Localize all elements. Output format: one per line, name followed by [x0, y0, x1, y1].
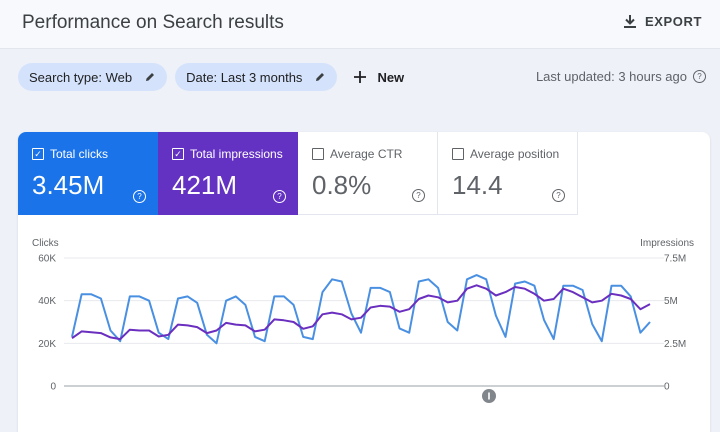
timeline-marker[interactable]	[482, 389, 496, 403]
help-icon[interactable]: ?	[273, 190, 286, 203]
filter-bar: Search type: Web Date: Last 3 months New	[18, 63, 404, 91]
help-icon[interactable]: ?	[552, 189, 565, 202]
right-tick-label: 7.5M	[664, 254, 686, 265]
impressions-series-line	[71, 284, 651, 341]
chart-ticks: 60K 7.5M 40K 5M 20K 2.5M 0 0	[38, 254, 686, 393]
performance-chart: Clicks Impressions 60K 7.5M 40K 5M 20K 2.5M 0 0	[32, 238, 694, 403]
date-range-chip[interactable]: Date: Last 3 months	[175, 63, 338, 91]
right-tick-label: 5M	[664, 296, 678, 307]
checkbox-checked-icon[interactable]: ✓	[172, 148, 184, 160]
help-icon[interactable]: ?	[412, 189, 425, 202]
edit-icon	[146, 73, 155, 81]
metric-tiles: ✓ Total clicks 3.45M ? ✓ Total impressio…	[18, 132, 710, 215]
left-tick-label: 20K	[38, 339, 56, 350]
left-tick-label: 60K	[38, 254, 56, 265]
chart-series	[71, 274, 651, 345]
help-icon[interactable]: ?	[693, 70, 706, 83]
date-range-label: Date: Last 3 months	[186, 69, 303, 85]
metric-value: 14.4	[452, 170, 503, 200]
performance-card: ✓ Total clicks 3.45M ? ✓ Total impressio…	[18, 132, 710, 432]
export-label: EXPORT	[644, 14, 702, 29]
search-type-chip[interactable]: Search type: Web	[18, 63, 168, 91]
plus-icon	[354, 71, 367, 83]
clicks-series-line	[71, 274, 651, 345]
metric-label: Average CTR	[330, 147, 403, 161]
right-tick-label: 0	[664, 382, 670, 393]
right-tick-label: 2.5M	[664, 339, 686, 350]
metric-value: 421M	[172, 170, 238, 200]
right-axis-label: Impressions	[640, 238, 694, 249]
checkbox-checked-icon[interactable]: ✓	[32, 148, 44, 160]
metric-value: 0.8%	[312, 170, 372, 200]
left-tick-label: 40K	[38, 296, 56, 307]
last-updated-text: Last updated: 3 hours ago	[535, 69, 687, 84]
page-header: Performance on Search results EXPORT	[0, 0, 720, 49]
left-tick-label: 0	[50, 382, 56, 393]
metric-total-impressions-label-row: ✓ Total impressions	[172, 147, 283, 161]
metric-average-position[interactable]: Average position 14.4 ?	[438, 132, 578, 215]
metric-label: Total impressions	[190, 147, 283, 161]
metric-average-ctr-label-row: Average CTR	[312, 147, 402, 161]
checkbox-unchecked-icon[interactable]	[312, 148, 324, 160]
metric-total-clicks[interactable]: ✓ Total clicks 3.45M ?	[18, 132, 158, 215]
metric-average-position-label-row: Average position	[452, 147, 559, 161]
edit-icon	[316, 73, 325, 81]
metric-value: 3.45M	[32, 170, 105, 200]
metric-total-impressions[interactable]: ✓ Total impressions 421M ?	[158, 132, 298, 215]
left-axis-label: Clicks	[32, 238, 59, 249]
new-filter-button[interactable]: New	[353, 70, 404, 85]
chart-grid	[64, 257, 664, 387]
last-updated-status: Last updated: 3 hours ago ?	[536, 69, 706, 84]
metric-average-ctr[interactable]: Average CTR 0.8% ?	[298, 132, 438, 215]
export-button[interactable]: EXPORT	[623, 14, 702, 29]
page-title: Performance on Search results	[22, 12, 284, 33]
search-type-label: Search type: Web	[29, 69, 133, 85]
metric-label: Total clicks	[50, 147, 109, 161]
metric-label: Average position	[470, 147, 560, 161]
new-filter-label: New	[377, 69, 405, 85]
checkbox-unchecked-icon[interactable]	[452, 148, 464, 160]
help-icon[interactable]: ?	[133, 190, 146, 203]
download-icon	[623, 15, 636, 28]
metric-total-clicks-label-row: ✓ Total clicks	[32, 147, 108, 161]
